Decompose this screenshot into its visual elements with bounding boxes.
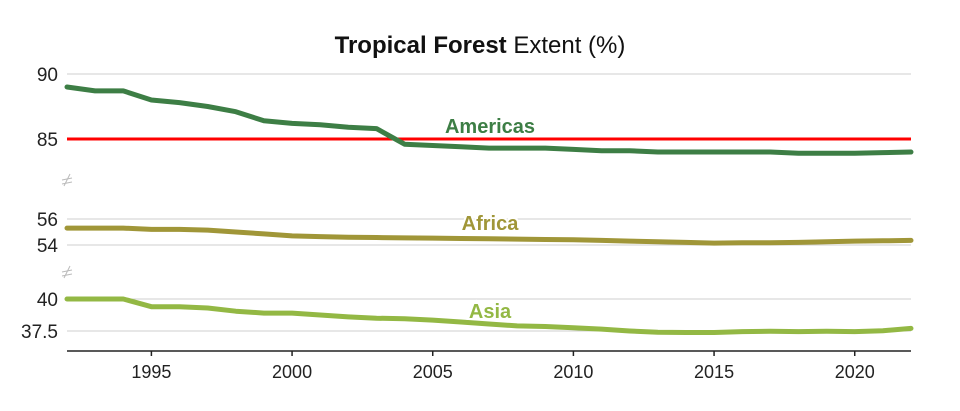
axis-break-icon — [61, 265, 73, 279]
series-label-americas: Americas — [445, 116, 535, 138]
series-line-africa — [64, 225, 914, 246]
y-tick-label: 90 — [37, 65, 58, 86]
series-line-americas — [64, 84, 914, 156]
y-tick-label: 40 — [37, 290, 58, 311]
series-label-africa: Africa — [462, 213, 520, 235]
x-tick-label: 2005 — [413, 362, 453, 382]
x-tick-label: 2010 — [553, 362, 593, 382]
y-tick-label: 56 — [37, 210, 58, 231]
title-bold: Tropical Forest — [334, 32, 507, 59]
chart-title: Tropical Forest Extent (%) — [0, 32, 960, 60]
x-tick-label: 2015 — [694, 362, 734, 382]
y-tick-label: 37.5 — [21, 322, 58, 343]
x-tick-label: 2000 — [272, 362, 312, 382]
series-line-asia — [64, 296, 914, 335]
title-rest: Extent (%) — [506, 32, 626, 59]
x-tick-label: 1995 — [131, 362, 171, 382]
y-tick-label: 54 — [37, 236, 59, 257]
series-label-asia: Asia — [469, 301, 512, 323]
y-tick-label: 85 — [37, 130, 58, 151]
axis-break-icon — [61, 173, 73, 187]
x-tick-label: 2020 — [835, 362, 875, 382]
